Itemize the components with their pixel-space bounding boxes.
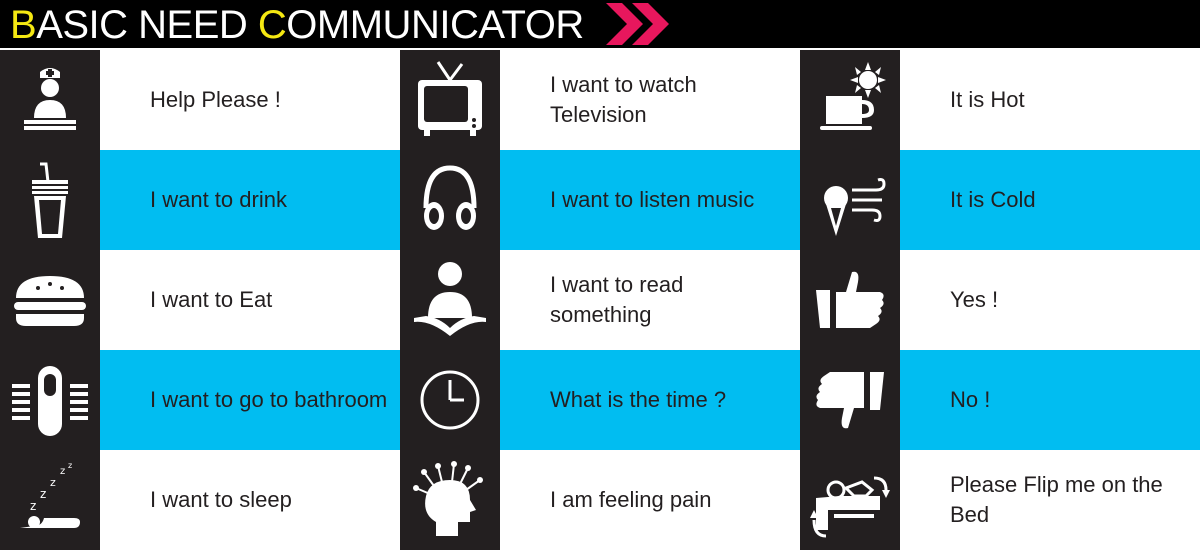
card-label: I want to listen music [550, 187, 755, 212]
icon-tile [400, 250, 500, 350]
card-label: Yes ! [950, 287, 999, 312]
communicator-grid: Help Please ! I want to watch Television [0, 50, 1200, 550]
headphones-icon [423, 165, 477, 230]
title-part-1: ASIC NEED [36, 3, 258, 47]
card-label: I want to sleep [150, 487, 292, 512]
icon-tile [800, 350, 900, 450]
head-pain-icon [413, 461, 483, 536]
card-label: Help Please ! [150, 87, 281, 112]
icon-tile [0, 50, 100, 150]
icon-tile [400, 50, 500, 150]
title-accent-b: B [10, 3, 37, 47]
card-label: What is the time ? [550, 387, 727, 412]
card-label: It is Cold [950, 187, 1036, 212]
card-flip[interactable]: Please Flip me on the Bed [800, 450, 1200, 550]
card-label: I want to read something [550, 272, 684, 327]
television-icon [418, 61, 482, 136]
card-label: No ! [950, 387, 991, 412]
icon-tile [800, 150, 900, 250]
svg-text:z: z [30, 499, 36, 513]
grid-row-2: I want to drink I want to listen music [0, 150, 1200, 250]
drink-cup-icon [32, 162, 68, 238]
thumbs-up-icon [816, 271, 884, 328]
toilet-icon [12, 366, 88, 436]
icon-tile: z z z z z [0, 450, 100, 550]
icon-tile [0, 250, 100, 350]
title-part-2: OMMUNICATOR [286, 3, 584, 47]
hot-drink-sun-icon [820, 62, 886, 130]
ice-cream-wind-icon [824, 178, 886, 236]
icon-tile [0, 350, 100, 450]
card-label: I am feeling pain [550, 487, 712, 512]
grid-row-4: I want to go to bathroom What is the tim… [0, 350, 1200, 450]
sleeping-icon: z z z z z [20, 461, 80, 528]
card-help[interactable]: Help Please ! [0, 50, 400, 150]
card-hot[interactable]: It is Hot [800, 50, 1200, 150]
svg-text:z: z [50, 476, 56, 489]
app-title: BASIC NEED COMMUNICATOR [10, 2, 584, 47]
nurse-icon [24, 68, 76, 130]
svg-text:z: z [60, 466, 65, 477]
card-label: It is Hot [950, 87, 1025, 112]
card-label: I want to go to bathroom [150, 387, 388, 412]
card-sleep[interactable]: z z z z z I want to sleep [0, 450, 400, 550]
card-tv[interactable]: I want to watch Television [400, 50, 800, 150]
title-accent-c: C [257, 3, 287, 47]
card-label: I want to Eat [150, 287, 273, 312]
card-yes[interactable]: Yes ! [800, 250, 1200, 350]
icon-tile [400, 150, 500, 250]
card-time[interactable]: What is the time ? [400, 350, 800, 450]
card-music[interactable]: I want to listen music [400, 150, 800, 250]
icon-tile [800, 250, 900, 350]
card-bathroom[interactable]: I want to go to bathroom [0, 350, 400, 450]
card-cold[interactable]: It is Cold [800, 150, 1200, 250]
burger-icon [14, 276, 86, 326]
card-drink[interactable]: I want to drink [0, 150, 400, 250]
flip-in-bed-icon [810, 476, 890, 538]
reading-person-icon [414, 262, 486, 336]
card-eat[interactable]: I want to Eat [0, 250, 400, 350]
svg-text:z: z [40, 487, 46, 501]
card-label: I want to drink [150, 187, 287, 212]
card-label: Please Flip me on the Bed [950, 472, 1163, 527]
thumbs-down-icon [816, 372, 884, 429]
icon-tile [400, 350, 500, 450]
icon-tile [400, 450, 500, 550]
card-read[interactable]: I want to read something [400, 250, 800, 350]
clock-icon [420, 370, 480, 430]
svg-text:z: z [68, 461, 72, 470]
card-pain[interactable]: I am feeling pain [400, 450, 800, 550]
icon-tile [800, 450, 900, 550]
icon-tile [800, 50, 900, 150]
icon-tile [0, 150, 100, 250]
card-label: I want to watch Television [550, 72, 697, 127]
card-no[interactable]: No ! [800, 350, 1200, 450]
grid-row-1: Help Please ! I want to watch Television [0, 50, 1200, 150]
grid-row-5: z z z z z I want to sleep [0, 450, 1200, 550]
header-bar: BASIC NEED COMMUNICATOR [0, 0, 1200, 48]
double-chevron-icon [606, 3, 669, 45]
grid-row-3: I want to Eat I want to read something Y… [0, 250, 1200, 350]
